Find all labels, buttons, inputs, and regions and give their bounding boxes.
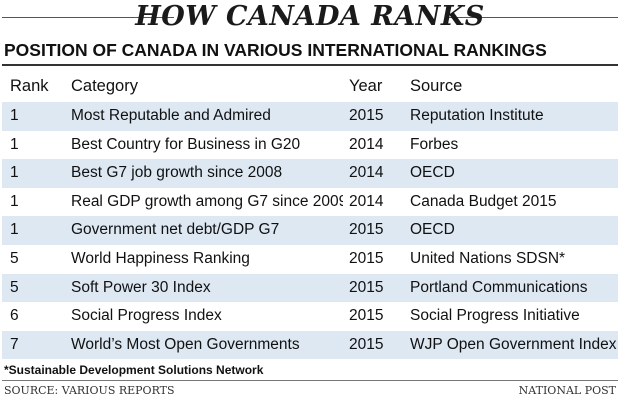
rank-cell: 1 [10,107,19,124]
source-cell: OECD [410,164,455,182]
source-cell: WJP Open Government Index [410,335,617,353]
table-row: 5 World Happiness Ranking 2015 United Natio… [2,245,618,274]
source-note: SOURCE: VARIOUS REPORTS [4,384,175,397]
year-cell: 2014 [349,135,384,153]
rank-cell: 5 [10,278,19,296]
table-row: 5 Soft Power 30 Index 2015 Portland Communi… [2,273,618,303]
table-header-row: Rank Category Year Source [2,70,618,102]
table-row: 1 Real GDP growth among G7 since 2009 2014… [2,188,618,217]
year-cell: 2015 [349,278,384,296]
rank-cell: 1 [10,135,19,153]
source-cell: OECD [410,221,455,239]
column-header-year: Year [349,77,383,95]
rank-cell: 7 [10,335,19,353]
table-row: 1 Most Reputable and Admired 2015 Reputatio… [2,102,618,131]
category-cell: Real GDP growth among G7 since 2009 [71,192,343,210]
main-title: HOW CANADA RANKS [135,1,485,32]
table-row: 7 World’s Most Open Governments 2015 WJP Op… [2,330,618,360]
category-cell: World’s Most Open Governments [71,335,300,353]
column-header-rank: Rank [10,77,49,95]
publisher-credit: NATIONAL POST [518,384,616,397]
source-cell: Portland Communications [410,278,588,296]
rank-cell: 1 [10,164,19,182]
source-cell: Canada Budget 2015 [410,192,557,210]
rankings-table: Rank Category Year Source 1 Most Reputabl… [2,70,618,360]
footnote: *Sustainable Development Solutions Netwo… [4,363,264,377]
table-row: 1 Government net debt/GDP G7 2015 OECD [2,216,618,245]
year-cell: 2014 [349,164,384,182]
title-rule-left [2,17,174,18]
category-cell: Best Country for Business in G20 [71,135,301,153]
year-cell: 2015 [349,335,384,353]
source-cell: Social Progress Initiative [410,307,580,325]
column-header-source: Source [410,77,463,95]
category-cell: World Happiness Ranking [71,249,250,267]
year-cell: 2015 [349,307,384,325]
year-cell: 2015 [349,249,384,267]
title-rule-right [446,17,618,18]
year-cell: 2015 [349,221,384,239]
column-header-category: Category [71,77,138,95]
bottom-rule [2,380,618,381]
category-cell: Best G7 job growth since 2008 [71,164,283,182]
category-cell: Most Reputable and Admired [71,107,271,124]
source-cell: United Nations SDSN* [410,249,566,267]
rank-cell: 5 [10,249,19,267]
table-row: 1 Best G7 job growth since 2008 2014 OECD [2,159,618,188]
category-cell: Social Progress Index [71,307,222,325]
source-cell: Reputation Institute [410,107,544,124]
table-title: POSITION OF CANADA IN VARIOUS INTERNATIO… [4,40,547,60]
source-cell: Forbes [410,135,459,153]
table-row: 6 Social Progress Index 2015 Social Progres… [2,302,618,331]
subtitle-rule [2,64,618,66]
table-row: 1 Best Country for Business in G20 2014 For… [2,131,618,160]
year-cell: 2015 [349,107,384,124]
category-cell: Soft Power 30 Index [71,278,211,296]
rank-cell: 6 [10,307,19,325]
year-cell: 2014 [349,192,384,210]
rank-cell: 1 [10,192,19,210]
category-cell: Government net debt/GDP G7 [71,221,280,239]
rank-cell: 1 [10,221,19,239]
